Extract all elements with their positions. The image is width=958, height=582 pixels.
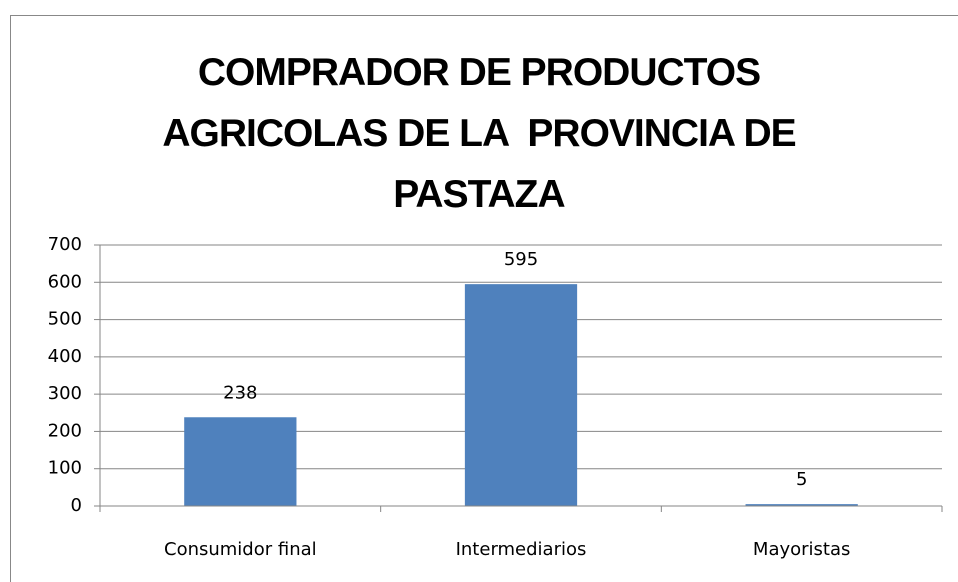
- y-tick-label: 100: [48, 458, 82, 479]
- y-tick-label: 600: [48, 271, 82, 292]
- chart-frame: [10, 15, 958, 582]
- y-tick-label: 0: [71, 495, 82, 516]
- y-tick-label: 400: [48, 346, 82, 367]
- x-tick-label: Consumidor final: [164, 539, 317, 560]
- x-tick-label: Intermediarios: [456, 539, 587, 560]
- bar: [184, 417, 297, 506]
- y-tick-label: 500: [48, 309, 82, 330]
- x-tick-label: Mayoristas: [753, 539, 850, 560]
- chart-title: COMPRADOR DE PRODUCTOS AGRICOLAS DE LA P…: [162, 51, 806, 216]
- data-label: 595: [504, 249, 538, 270]
- data-label: 238: [223, 382, 257, 403]
- y-tick-label: 200: [48, 420, 82, 441]
- y-tick-label: 300: [48, 383, 82, 404]
- bar: [745, 504, 858, 506]
- bar: [464, 284, 578, 506]
- y-tick-label: 700: [48, 234, 82, 255]
- data-label: 5: [796, 469, 807, 490]
